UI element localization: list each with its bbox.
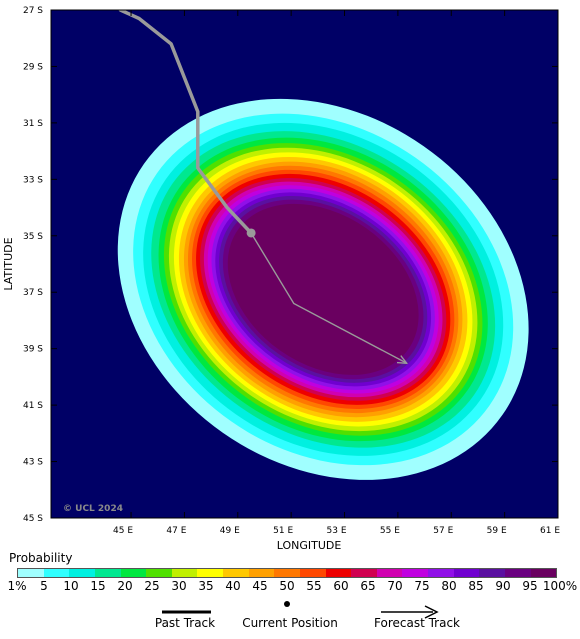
lon-tick-label: 57 E [433, 526, 453, 536]
legend-label: 100% [542, 579, 578, 593]
key-current-position: Current Position [220, 601, 360, 635]
legend-label: 40 [225, 579, 241, 593]
lon-tick-label: 47 E [166, 526, 186, 536]
probability-contour-100 [227, 203, 419, 375]
lon-tick-label: 55 E [380, 526, 400, 536]
lat-tick-label: 31 S [23, 119, 43, 129]
legend-swatch-40 [223, 569, 249, 577]
lon-tick-label: 53 E [327, 526, 347, 536]
key-forecast-track-label: Forecast Track [374, 616, 460, 630]
current-position-dot-icon [284, 601, 290, 607]
key-past-track: Past Track [115, 601, 255, 635]
legend-swatch-90 [479, 569, 505, 577]
legend-label: 15 [90, 579, 106, 593]
lon-tick-label: 51 E [273, 526, 293, 536]
lat-tick-label: 39 S [23, 345, 43, 355]
legend-swatch-70 [376, 569, 403, 577]
legend-swatch-65 [351, 569, 377, 577]
current-position-marker [246, 228, 256, 238]
legend-label: 65 [360, 579, 376, 593]
lon-tick-label: 45 E [113, 526, 133, 536]
legend-label: 55 [306, 579, 322, 593]
lat-tick-label: 43 S [23, 458, 43, 468]
lat-tick-label: 33 S [23, 175, 43, 185]
key-forecast-track: Forecast Track [347, 601, 487, 635]
legend-swatch-35 [197, 569, 223, 577]
legend-label: 35 [198, 579, 214, 593]
past-track-line-icon [162, 610, 211, 614]
forecast-track-arrow-icon [381, 605, 439, 619]
y-axis-title: LATITUDE [2, 237, 15, 290]
legend-label: 30 [171, 579, 187, 593]
lat-tick-label: 45 S [23, 514, 43, 524]
legend-label: 60 [333, 579, 349, 593]
legend-swatch-100% [530, 569, 557, 577]
legend-label: 5 [40, 579, 48, 593]
forecast-track-line [250, 232, 406, 363]
legend-label: 90 [495, 579, 511, 593]
legend-label: 25 [144, 579, 160, 593]
legend-swatch-45 [248, 569, 275, 577]
probability-legend-title: Probability [9, 551, 73, 565]
legend-label: 20 [117, 579, 133, 593]
probability-legend-labels: 1% 5 10 15 20 25 30 35 40 45 50 55 60 65 70 75 80 85 90 95 1… [0, 579, 580, 595]
key-current-position-label: Current Position [242, 616, 338, 630]
lat-tick-label: 29 S [23, 62, 43, 72]
legend-swatch-5 [43, 569, 70, 577]
legend-label: 50 [279, 579, 295, 593]
legend-swatch-80 [428, 569, 454, 577]
lat-tick-label: 27 S [23, 6, 43, 16]
lat-tick-label: 37 S [23, 288, 43, 298]
lat-tick-label: 41 S [23, 401, 43, 411]
legend-swatch-30 [171, 569, 198, 577]
probability-field [117, 98, 529, 480]
legend-swatch-55 [299, 569, 326, 577]
legend-swatch-75 [402, 569, 428, 577]
axis-ticks: 45 E 47 E 49 E 51 E 53 E 55 E 57 E 59 E 61 E 27 S… [23, 6, 560, 536]
legend-swatch-20 [120, 569, 147, 577]
legend-label: 10 [63, 579, 79, 593]
legend-swatch-1% [18, 569, 44, 577]
storm-tracks [118, 10, 406, 363]
past-track-line [118, 10, 253, 235]
key-past-track-label: Past Track [154, 616, 216, 630]
lon-tick-label: 49 E [220, 526, 240, 536]
probability-color-bar [17, 568, 557, 578]
lat-tick-label: 35 S [23, 232, 43, 242]
copyright-text: © UCL 2024 [63, 504, 123, 514]
x-axis-title: LONGITUDE [277, 539, 342, 550]
legend-label: 1% [7, 579, 27, 593]
legend-swatch-10 [69, 569, 95, 577]
legend-label: 80 [441, 579, 457, 593]
legend-swatch-25 [146, 569, 172, 577]
legend-label: 70 [387, 579, 403, 593]
legend-label: 95 [522, 579, 538, 593]
legend-label: 85 [468, 579, 484, 593]
legend-swatch-50 [274, 569, 300, 577]
lon-tick-label: 61 E [540, 526, 560, 536]
storm-probability-map: 45 E 47 E 49 E 51 E 53 E 55 E 57 E 59 E 61 E 27 S… [2, 6, 560, 550]
legend-swatch-95 [504, 569, 531, 577]
legend-swatch-15 [94, 569, 121, 577]
legend-swatch-60 [325, 569, 352, 577]
legend-label: 45 [252, 579, 268, 593]
legend-label: 75 [414, 579, 430, 593]
plot-frame [50, 9, 559, 519]
lon-tick-label: 59 E [487, 526, 507, 536]
legend-swatch-85 [453, 569, 480, 577]
